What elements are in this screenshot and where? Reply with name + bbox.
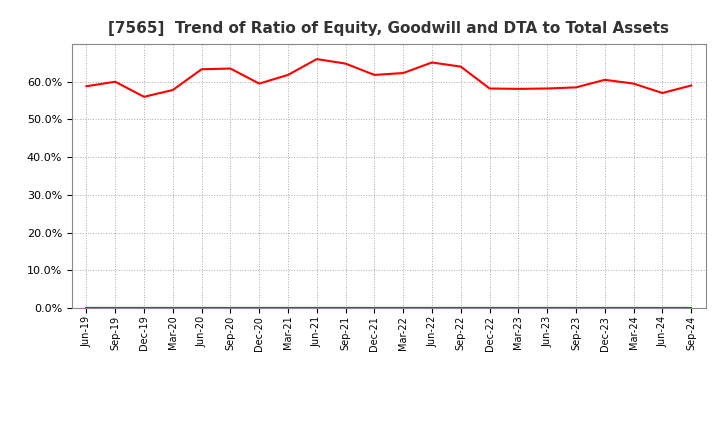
Equity: [399, 70, 408, 76]
Line: Equity: Equity: [86, 59, 691, 97]
Deferred Tax Assets: [658, 305, 667, 311]
Goodwill: [399, 305, 408, 311]
Goodwill: [341, 305, 350, 311]
Goodwill: [197, 305, 206, 311]
Equity: [629, 81, 638, 86]
Deferred Tax Assets: [111, 305, 120, 311]
Equity: [111, 79, 120, 84]
Deferred Tax Assets: [168, 305, 177, 311]
Goodwill: [543, 305, 552, 311]
Equity: [341, 61, 350, 66]
Goodwill: [658, 305, 667, 311]
Deferred Tax Assets: [370, 305, 379, 311]
Goodwill: [370, 305, 379, 311]
Deferred Tax Assets: [226, 305, 235, 311]
Deferred Tax Assets: [600, 305, 609, 311]
Equity: [284, 72, 292, 77]
Goodwill: [687, 305, 696, 311]
Goodwill: [140, 305, 148, 311]
Goodwill: [514, 305, 523, 311]
Equity: [572, 85, 580, 90]
Deferred Tax Assets: [312, 305, 321, 311]
Goodwill: [428, 305, 436, 311]
Equity: [456, 64, 465, 69]
Goodwill: [600, 305, 609, 311]
Deferred Tax Assets: [485, 305, 494, 311]
Goodwill: [485, 305, 494, 311]
Deferred Tax Assets: [572, 305, 580, 311]
Equity: [428, 60, 436, 65]
Goodwill: [82, 305, 91, 311]
Deferred Tax Assets: [341, 305, 350, 311]
Goodwill: [456, 305, 465, 311]
Equity: [687, 83, 696, 88]
Equity: [312, 56, 321, 62]
Equity: [485, 86, 494, 91]
Equity: [370, 72, 379, 77]
Deferred Tax Assets: [255, 305, 264, 311]
Equity: [600, 77, 609, 82]
Equity: [226, 66, 235, 71]
Deferred Tax Assets: [399, 305, 408, 311]
Deferred Tax Assets: [82, 305, 91, 311]
Deferred Tax Assets: [456, 305, 465, 311]
Title: [7565]  Trend of Ratio of Equity, Goodwill and DTA to Total Assets: [7565] Trend of Ratio of Equity, Goodwil…: [108, 21, 670, 36]
Goodwill: [168, 305, 177, 311]
Equity: [168, 88, 177, 93]
Deferred Tax Assets: [514, 305, 523, 311]
Equity: [514, 86, 523, 92]
Deferred Tax Assets: [140, 305, 148, 311]
Goodwill: [572, 305, 580, 311]
Deferred Tax Assets: [197, 305, 206, 311]
Goodwill: [312, 305, 321, 311]
Equity: [140, 94, 148, 99]
Deferred Tax Assets: [428, 305, 436, 311]
Goodwill: [226, 305, 235, 311]
Equity: [658, 90, 667, 95]
Equity: [255, 81, 264, 86]
Equity: [197, 66, 206, 72]
Deferred Tax Assets: [629, 305, 638, 311]
Deferred Tax Assets: [543, 305, 552, 311]
Deferred Tax Assets: [284, 305, 292, 311]
Goodwill: [111, 305, 120, 311]
Equity: [82, 84, 91, 89]
Equity: [543, 86, 552, 91]
Deferred Tax Assets: [687, 305, 696, 311]
Goodwill: [284, 305, 292, 311]
Goodwill: [255, 305, 264, 311]
Goodwill: [629, 305, 638, 311]
